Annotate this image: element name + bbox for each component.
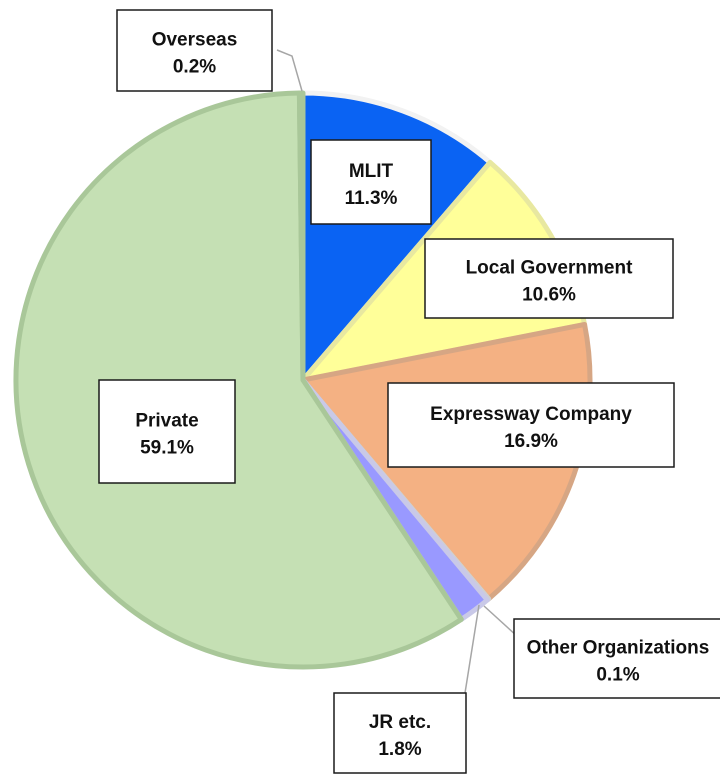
slice-value-label: 10.6% [522, 285, 576, 306]
slice-value-label: 11.3% [345, 188, 398, 209]
data-label-local-government: Local Government 10.6% [424, 238, 674, 319]
slice-labels: MLIT 11.3% Local Government 10.6% Expressway… [98, 9, 720, 774]
slice-category-label: Private [135, 411, 198, 432]
label-box [98, 379, 236, 484]
slice-value-label: 59.1% [140, 438, 194, 459]
data-label-jr-etc: JR etc. 1.8% [333, 692, 467, 774]
data-label-other-organizations: Other Organizations 0.1% [513, 618, 720, 699]
label-box [513, 618, 720, 699]
slice-private [13, 90, 464, 670]
label-box [387, 382, 675, 468]
slice-category-label: Overseas [152, 30, 238, 51]
label-box [333, 692, 467, 774]
label-box [424, 238, 674, 319]
slice-value-label: 16.9% [504, 431, 558, 452]
slice-value-label: 1.8% [378, 739, 421, 760]
slice-value-label: 0.1% [596, 665, 639, 686]
leader-lines [276, 49, 519, 694]
data-label-mlit: MLIT 11.3% [310, 139, 432, 225]
slice-category-label: JR etc. [369, 712, 431, 733]
label-box [116, 9, 273, 92]
slice-category-label: Local Government [466, 258, 633, 279]
data-label-overseas: Overseas 0.2% [116, 9, 273, 92]
slice-overseas [296, 90, 306, 383]
slice-value-label: 0.2% [173, 57, 216, 78]
slice-category-label: Expressway Company [430, 404, 632, 425]
slice-category-label: Other Organizations [527, 638, 710, 659]
slice-category-label: MLIT [349, 161, 394, 182]
label-box [310, 139, 432, 225]
data-label-expressway-company: Expressway Company 16.9% [387, 382, 675, 468]
leader-line-other-organizations [483, 605, 519, 638]
data-label-private: Private 59.1% [98, 379, 236, 484]
leader-line-overseas [276, 49, 303, 92]
leader-line-jr-etc [464, 604, 480, 694]
